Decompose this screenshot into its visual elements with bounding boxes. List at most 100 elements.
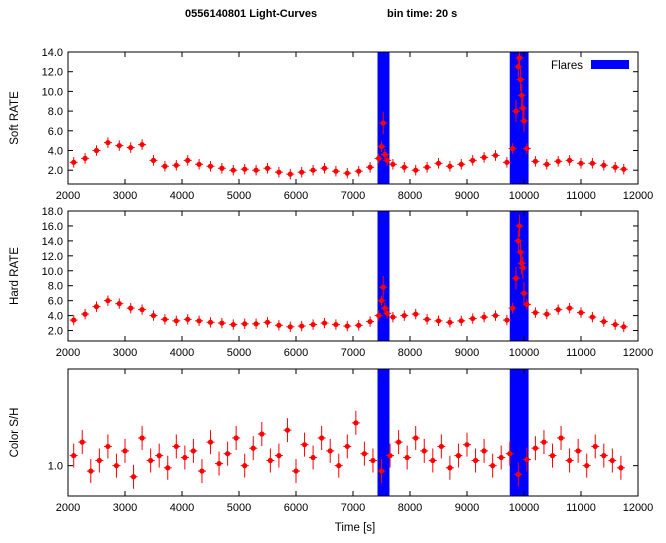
data-point <box>621 324 627 330</box>
data-point <box>387 453 393 459</box>
data-point <box>242 166 248 172</box>
data-point <box>524 456 530 463</box>
x-tick-label: 4000 <box>170 502 194 514</box>
data-point <box>524 145 530 152</box>
x-tick-label: 8000 <box>398 347 422 359</box>
data-point <box>253 167 259 173</box>
data-point <box>470 315 476 322</box>
data-point <box>516 55 523 61</box>
x-tick-label: 12000 <box>623 347 654 359</box>
y-tick-label: 10.0 <box>42 266 63 278</box>
data-point <box>464 442 470 448</box>
data-point <box>601 318 607 325</box>
data-point <box>82 155 88 161</box>
data-point <box>196 161 202 167</box>
data-point <box>71 317 77 323</box>
data-point <box>424 316 430 322</box>
data-point <box>310 321 316 328</box>
data-point <box>276 322 282 328</box>
data-point <box>521 118 527 124</box>
x-tick-label: 10000 <box>509 502 540 514</box>
data-point <box>401 312 407 319</box>
data-point <box>150 312 157 319</box>
panel-3: 2000 3000 4000 5000 6000 7000 8000 9000 10000 110… <box>9 368 653 514</box>
x-tick-label: 3000 <box>113 502 137 514</box>
data-point <box>105 140 111 146</box>
data-point <box>165 465 171 471</box>
data-point <box>301 442 308 448</box>
data-point <box>264 319 271 325</box>
y-tick-label: 4.0 <box>48 311 63 323</box>
data-point <box>447 163 453 169</box>
data-point <box>353 420 359 426</box>
data-point <box>481 314 487 320</box>
data-point <box>517 249 524 255</box>
data-point <box>88 468 94 474</box>
data-point <box>230 321 236 328</box>
data-point <box>162 163 168 169</box>
data-point <box>207 439 214 445</box>
x-tick-label: 11000 <box>566 190 596 202</box>
y-axis-label: Soft RATE <box>9 91 21 145</box>
data-point <box>567 305 573 311</box>
x-tick-label: 11000 <box>566 502 596 514</box>
x-tick-label: 9000 <box>455 190 479 202</box>
flare-band <box>509 369 529 496</box>
data-point <box>336 463 342 469</box>
flare-band <box>509 52 529 184</box>
figure-title: 0556140801 Light-Curves <box>185 8 317 20</box>
data-point <box>173 162 179 168</box>
data-point <box>378 143 385 150</box>
data-point <box>113 463 120 469</box>
data-point <box>219 320 225 326</box>
x-tick-label: 8000 <box>398 190 422 202</box>
plot-frame <box>67 210 639 342</box>
data-point <box>196 318 202 324</box>
data-point <box>507 451 513 457</box>
data-point <box>589 314 596 320</box>
data-point <box>421 448 427 454</box>
data-point <box>481 154 487 161</box>
y-tick-label: 6.0 <box>48 126 63 138</box>
y-tick-label: 4.0 <box>48 146 63 158</box>
flare-band <box>377 211 390 341</box>
data-point <box>413 167 419 173</box>
data-point <box>520 265 526 271</box>
data-point <box>327 448 333 454</box>
x-tick-label: 8000 <box>398 502 422 514</box>
y-tick-label: 12.0 <box>42 67 63 79</box>
flare-band <box>377 369 390 496</box>
data-point <box>575 448 581 454</box>
data-point <box>492 312 499 319</box>
x-tick-label: 7000 <box>341 190 365 202</box>
data-point <box>376 155 382 161</box>
data-point <box>116 301 122 307</box>
data-point <box>515 238 521 244</box>
data-point <box>310 454 316 461</box>
x-tick-label: 3000 <box>113 190 137 202</box>
y-tick-label: 8.0 <box>48 106 63 118</box>
data-point <box>299 323 305 329</box>
y-tick-label: 2.0 <box>48 326 63 338</box>
data-point <box>287 324 293 330</box>
data-point <box>621 166 627 172</box>
x-tick-label: 4000 <box>170 347 194 359</box>
data-point <box>481 448 487 454</box>
data-point <box>544 311 550 317</box>
x-tick-label: 2000 <box>56 502 80 514</box>
y-tick-label: 18.0 <box>42 206 63 218</box>
data-point <box>356 168 362 174</box>
data-point <box>516 223 523 229</box>
data-point <box>321 320 328 326</box>
data-point <box>589 160 596 166</box>
data-point <box>532 158 539 164</box>
data-point <box>185 316 191 322</box>
data-point <box>519 92 525 98</box>
data-point <box>390 314 396 320</box>
x-tick-label: 6000 <box>284 502 308 514</box>
data-point <box>567 157 573 163</box>
data-point <box>253 321 259 327</box>
data-point <box>520 105 526 111</box>
data-point <box>79 439 85 445</box>
data-point <box>310 167 316 173</box>
